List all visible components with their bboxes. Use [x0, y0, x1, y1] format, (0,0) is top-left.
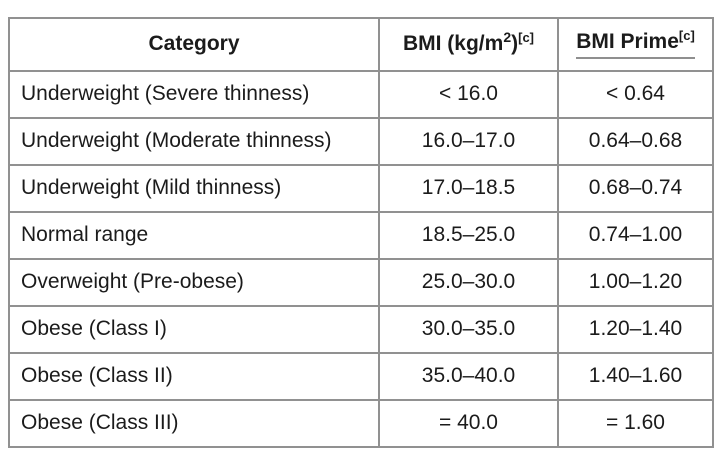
bmi-prime-cell: 1.40–1.60: [557, 352, 714, 401]
bmi-classification-table: Category BMI (kg/m2)[c] BMI Prime[c] Und…: [8, 17, 714, 448]
bmi-cell: 17.0–18.5: [378, 164, 559, 213]
header-category: Category: [8, 17, 380, 72]
bmi-cell: 16.0–17.0: [378, 117, 559, 166]
bmi-cell: 25.0–30.0: [378, 258, 559, 307]
category-cell: Underweight (Moderate thinness): [8, 117, 380, 166]
table-row: Overweight (Pre-obese) 25.0–30.0 1.00–1.…: [8, 258, 714, 307]
header-bmi: BMI (kg/m2)[c]: [378, 17, 559, 72]
table-row: Underweight (Severe thinness) < 16.0 < 0…: [8, 70, 714, 119]
bmi-table-container: Category BMI (kg/m2)[c] BMI Prime[c] Und…: [8, 17, 714, 448]
header-bmi-close: ): [511, 32, 519, 56]
bmi-prime-cell: 0.74–1.00: [557, 211, 714, 260]
table-row: Obese (Class I) 30.0–35.0 1.20–1.40: [8, 305, 714, 354]
bmi-cell: = 40.0: [378, 399, 559, 448]
bmi-prime-cell: = 1.60: [557, 399, 714, 448]
footnote-ref-c[interactable]: [c]: [518, 30, 535, 46]
bmi-cell: 35.0–40.0: [378, 352, 559, 401]
header-bmi-prime: BMI Prime[c]: [557, 17, 714, 72]
header-category-label: Category: [148, 32, 240, 56]
header-bmi-prime-label: BMI Prime: [576, 29, 679, 53]
bmi-prime-cell: < 0.64: [557, 70, 714, 119]
category-cell: Normal range: [8, 211, 380, 260]
category-cell: Obese (Class I): [8, 305, 380, 354]
bmi-prime-cell: 1.00–1.20: [557, 258, 714, 307]
bmi-prime-cell: 0.64–0.68: [557, 117, 714, 166]
bmi-cell: < 16.0: [378, 70, 559, 119]
bmi-prime-cell: 1.20–1.40: [557, 305, 714, 354]
header-row: Category BMI (kg/m2)[c] BMI Prime[c]: [8, 17, 714, 72]
footnote-ref-c[interactable]: [c]: [678, 27, 695, 43]
table-row: Obese (Class III) = 40.0 = 1.60: [8, 399, 714, 448]
category-cell: Overweight (Pre-obese): [8, 258, 380, 307]
table-row: Underweight (Mild thinness) 17.0–18.5 0.…: [8, 164, 714, 213]
category-cell: Obese (Class III): [8, 399, 380, 448]
table-row: Obese (Class II) 35.0–40.0 1.40–1.60: [8, 352, 714, 401]
category-cell: Underweight (Severe thinness): [8, 70, 380, 119]
header-bmi-label: BMI (kg/m: [402, 32, 504, 56]
category-cell: Underweight (Mild thinness): [8, 164, 380, 213]
table-row: Underweight (Moderate thinness) 16.0–17.…: [8, 117, 714, 166]
category-cell: Obese (Class II): [8, 352, 380, 401]
table-row: Normal range 18.5–25.0 0.74–1.00: [8, 211, 714, 260]
bmi-prime-link[interactable]: BMI Prime[c]: [576, 27, 695, 60]
squared-superscript: 2: [503, 29, 512, 46]
bmi-cell: 18.5–25.0: [378, 211, 559, 260]
bmi-cell: 30.0–35.0: [378, 305, 559, 354]
bmi-prime-cell: 0.68–0.74: [557, 164, 714, 213]
